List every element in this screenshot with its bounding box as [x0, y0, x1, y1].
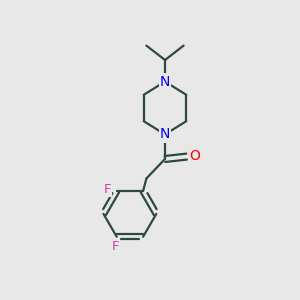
Text: F: F	[103, 183, 111, 196]
Text: F: F	[112, 240, 119, 253]
Text: N: N	[160, 75, 170, 88]
Text: N: N	[160, 128, 170, 141]
Text: O: O	[190, 149, 200, 163]
